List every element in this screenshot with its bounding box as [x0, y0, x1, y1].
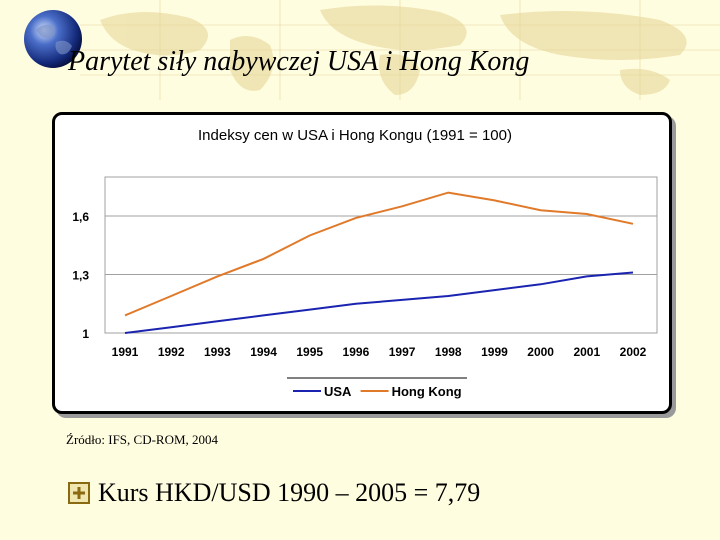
- plot-area: [104, 176, 658, 334]
- series-lines: [124, 191, 634, 334]
- x-tick-label: 1999: [481, 345, 508, 359]
- x-tick-label: 1991: [112, 345, 139, 359]
- chart-title: Indeksy cen w USA i Hong Kongu (1991 = 1…: [198, 127, 512, 144]
- bullet-icon: [68, 482, 90, 504]
- x-tick-label: 1995: [296, 345, 323, 359]
- x-tick-label: 1998: [435, 345, 462, 359]
- bullet-text: Kurs HKD/USD 1990 – 2005 = 7,79: [98, 478, 481, 507]
- world-map-background: [80, 0, 720, 100]
- x-tick-label: 1993: [204, 345, 231, 359]
- x-axis-ticks: 1991 1992 1993 1994 1995 1996 1997 1998 1999 2000…: [112, 345, 647, 359]
- slide-title: Parytet siły nabywczej USA i Hong Kong: [68, 46, 530, 77]
- line-chart: Indeksy cen w USA i Hong Kongu (1991 = 1…: [72, 127, 658, 399]
- source-note: Źródło: IFS, CD-ROM, 2004: [66, 432, 219, 447]
- y-tick-label: 1,3: [72, 269, 89, 283]
- series-line-hong-kong: [124, 191, 634, 317]
- x-tick-label: 1997: [389, 345, 416, 359]
- x-tick-label: 1992: [158, 345, 185, 359]
- globe-icon: [24, 10, 82, 68]
- legend-label: USA: [324, 384, 352, 399]
- series-line-usa: [124, 271, 634, 334]
- y-axis-ticks: 1 1,3 1,6: [72, 210, 89, 341]
- y-tick-label: 1,6: [72, 210, 89, 224]
- legend: USA Hong Kong: [293, 384, 462, 399]
- bullet-row: Kurs HKD/USD 1990 – 2005 = 7,79: [66, 478, 480, 508]
- x-tick-label: 1994: [250, 345, 277, 359]
- y-tick-label: 1: [82, 327, 89, 341]
- x-tick-label: 2000: [527, 345, 554, 359]
- x-tick-label: 1996: [343, 345, 370, 359]
- legend-label: Hong Kong: [392, 384, 462, 399]
- x-tick-label: 2001: [573, 345, 600, 359]
- chart-frame: Indeksy cen w USA i Hong Kongu (1991 = 1…: [52, 112, 672, 414]
- grid-lines: [105, 215, 657, 275]
- x-tick-label: 2002: [620, 345, 647, 359]
